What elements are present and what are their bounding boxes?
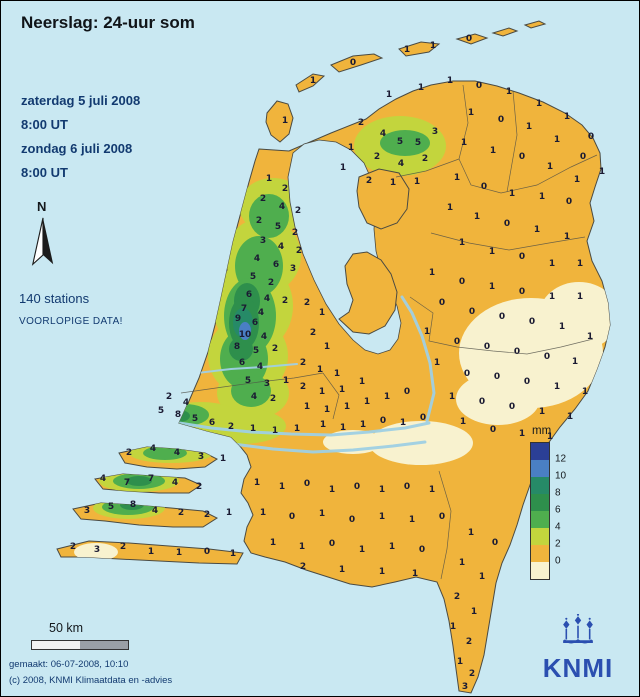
island-texel xyxy=(265,100,294,143)
legend-color-segment xyxy=(531,443,549,460)
period-block: zaterdag 5 juli 2008 8:00 UT zondag 6 ju… xyxy=(21,89,140,185)
legend-color-segment xyxy=(531,528,549,545)
copyright-line: (c) 2008, KNMI Klimaatdata en -advies xyxy=(9,675,173,686)
scale-bar-segment-light xyxy=(32,641,80,649)
river-rijn-waal xyxy=(171,420,431,437)
river-maas xyxy=(231,440,427,454)
noordoostpolder xyxy=(356,168,410,230)
noordzeekanaal xyxy=(196,363,298,374)
province-borders xyxy=(180,84,598,580)
legend-tick: 4 xyxy=(555,521,561,533)
island-ameland xyxy=(398,41,441,57)
page-title: Neerslag: 24-uur som xyxy=(21,13,195,32)
generated-timestamp: gemaakt: 06-07-2008, 10:10 xyxy=(9,659,129,670)
island-vlieland xyxy=(295,73,326,93)
flevoland xyxy=(338,251,398,335)
river-ijssel xyxy=(400,295,436,423)
footer-block: gemaakt: 06-07-2008, 10:10 (c) 2008, KNM… xyxy=(9,657,172,689)
scale-bar-graphic xyxy=(31,640,129,650)
legend-tick: 10 xyxy=(555,470,567,482)
legend-tick-labels: 12 10 8 6 4 2 0 xyxy=(550,442,576,580)
knmi-crown-icon xyxy=(563,613,593,644)
island-small-ne-2 xyxy=(523,20,547,29)
legend-tick: 6 xyxy=(555,504,561,516)
knmi-wordmark: KNMI xyxy=(542,653,614,683)
scale-label: 50 km xyxy=(49,621,84,635)
island-terschelling xyxy=(330,53,384,73)
stations-count: 140 stations xyxy=(19,291,90,306)
legend-tick: 12 xyxy=(555,453,567,465)
period-end-date: zondag 6 juli 2008 xyxy=(21,141,133,156)
legend-color-segment xyxy=(531,494,549,511)
map-legend: mm 12 10 8 6 4 2 0 xyxy=(530,425,576,580)
legend-color-segment xyxy=(531,511,549,528)
island-schiermonnikoog xyxy=(455,33,489,45)
rivers-group xyxy=(171,295,436,454)
legend-color-segment xyxy=(531,545,549,562)
north-label: N xyxy=(37,199,47,214)
legend-color-bar xyxy=(530,442,550,580)
compass: N xyxy=(28,199,58,273)
period-end-time: 8:00 UT xyxy=(21,165,68,180)
legend-tick: 2 xyxy=(555,538,561,550)
legend-tick: 0 xyxy=(555,555,561,567)
scale-bar-segment-dark xyxy=(80,641,128,649)
period-start-date: zaterdag 5 juli 2008 xyxy=(21,93,141,108)
zone-10-12mm-blue xyxy=(239,322,251,340)
preliminary-data-note: VOORLOPIGE DATA! xyxy=(19,316,123,327)
legend-color-segment xyxy=(531,477,549,494)
north-arrow-icon xyxy=(31,217,54,266)
legend-unit-label: mm xyxy=(532,425,552,437)
legend-tick: 8 xyxy=(555,487,561,499)
knmi-branding: KNMI xyxy=(523,613,633,684)
info-block: 140 stations VOORLOPIGE DATA! xyxy=(19,291,123,327)
island-small-ne-1 xyxy=(491,27,519,37)
period-start-time: 8:00 UT xyxy=(21,117,68,132)
legend-color-segment xyxy=(531,562,549,579)
legend-color-segment xyxy=(531,460,549,477)
scale-bar: 50 km xyxy=(31,621,131,650)
